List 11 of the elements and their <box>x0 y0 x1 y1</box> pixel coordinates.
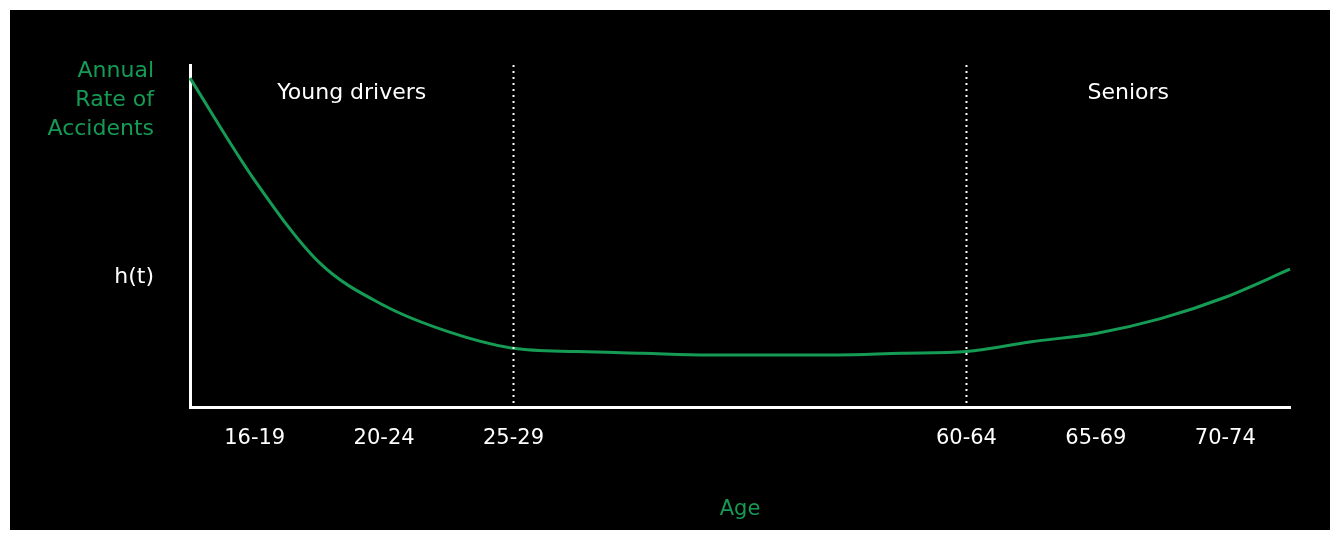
y-axis-title: Annual Rate of Accidents <box>47 56 156 140</box>
x-tick-label: 20-24 <box>353 424 415 449</box>
x-tick-label: 65-69 <box>1065 424 1127 449</box>
x-tick-label: 16-19 <box>224 424 286 449</box>
annotation: Seniors <box>1087 78 1169 104</box>
annotation: Young drivers <box>276 78 427 104</box>
x-axis-title: Age <box>719 495 761 520</box>
x-tick-label: 70-74 <box>1194 424 1256 449</box>
text: h(t) <box>114 263 154 289</box>
x-tick-label: 60-64 <box>935 424 997 449</box>
x-tick-label: 25-29 <box>483 424 545 449</box>
